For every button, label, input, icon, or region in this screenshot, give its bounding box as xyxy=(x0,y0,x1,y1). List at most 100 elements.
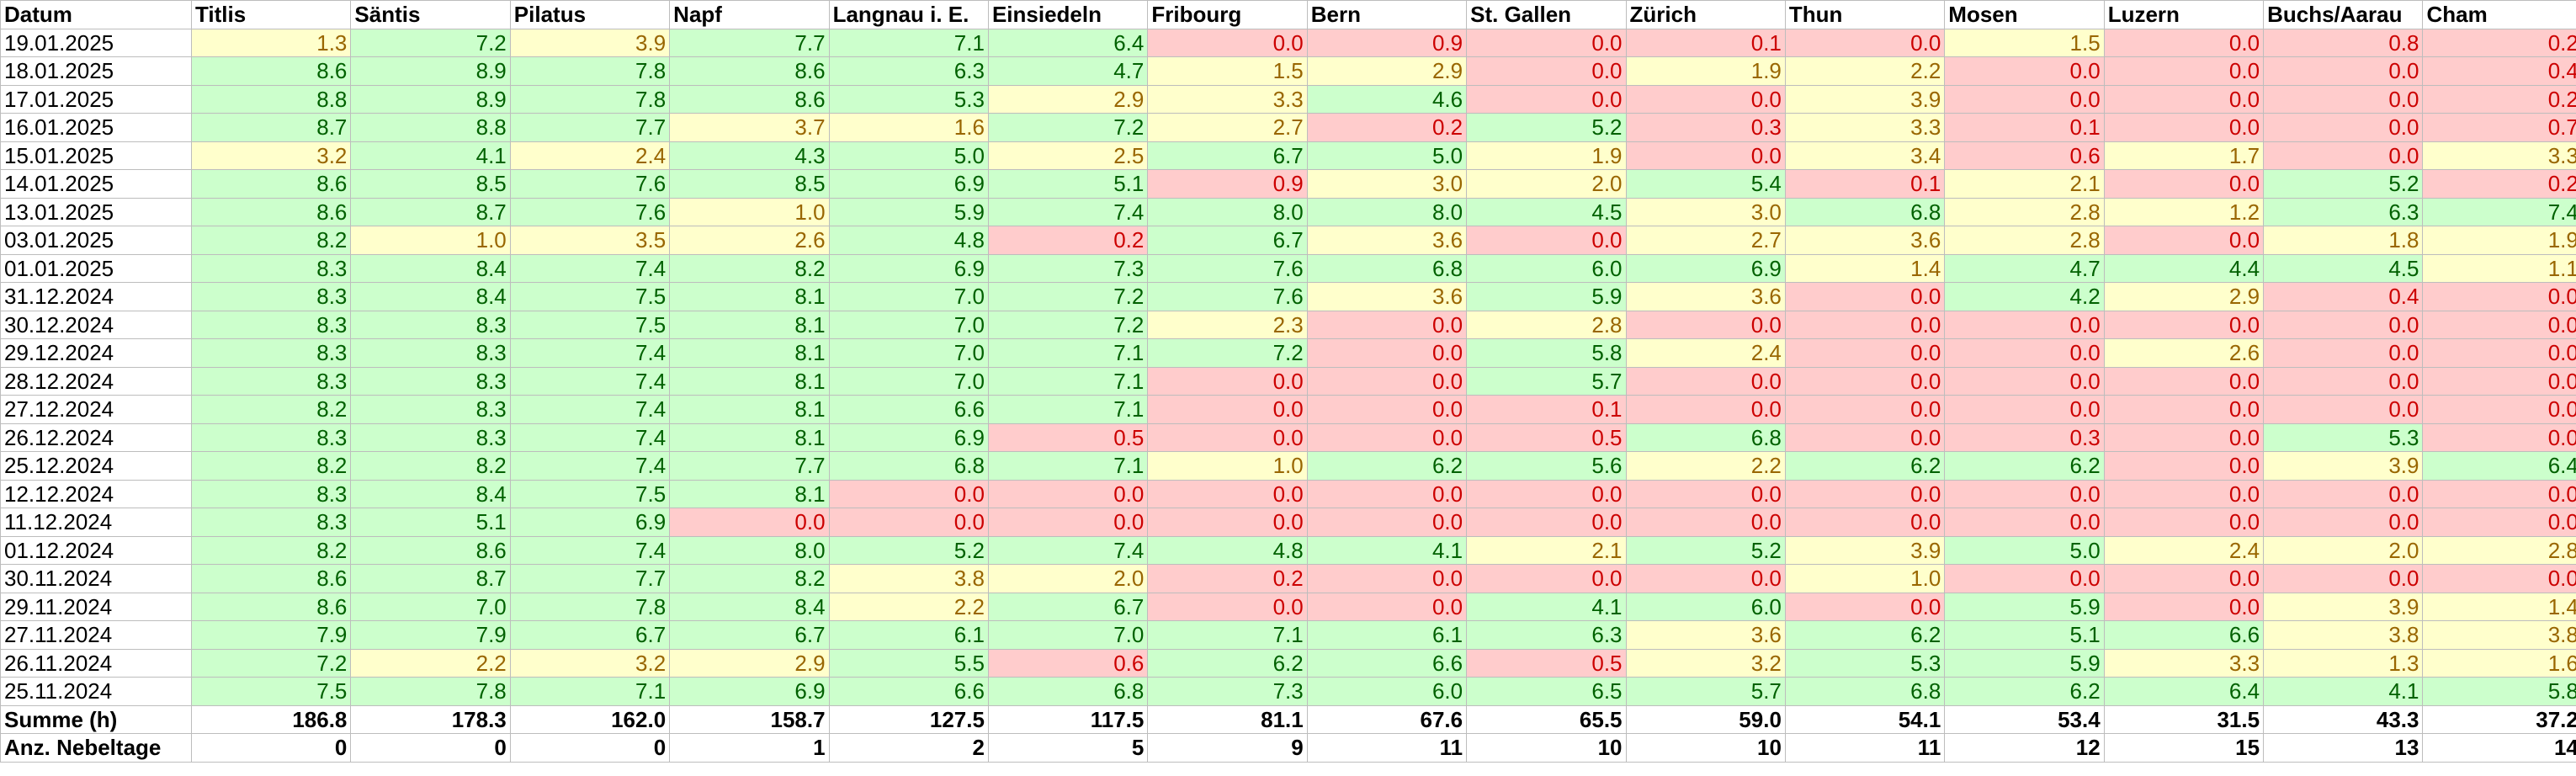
hours-cell[interactable]: 8.5 xyxy=(350,169,511,199)
hours-cell[interactable]: 0.0 xyxy=(2103,84,2265,114)
hours-cell[interactable]: 0.1 xyxy=(1625,28,1786,57)
hours-cell[interactable]: 2.9 xyxy=(1306,56,1468,86)
hours-cell[interactable]: 0.6 xyxy=(1944,141,2105,170)
hours-cell[interactable]: 1.6 xyxy=(2422,648,2576,678)
hours-cell[interactable]: 6.3 xyxy=(2263,197,2424,226)
hours-cell[interactable]: 2.8 xyxy=(1944,226,2105,255)
hours-cell[interactable]: 0.0 xyxy=(1466,28,1627,57)
hours-cell[interactable]: 8.0 xyxy=(669,535,830,565)
summary-value[interactable]: 53.4 xyxy=(1944,704,2105,734)
hours-cell[interactable]: 8.9 xyxy=(350,84,511,114)
hours-cell[interactable]: 3.8 xyxy=(2263,620,2424,650)
hours-cell[interactable]: 7.7 xyxy=(509,113,671,142)
hours-cell[interactable]: 0.0 xyxy=(2422,479,2576,508)
hours-cell[interactable]: 6.4 xyxy=(2103,677,2265,706)
hours-cell[interactable]: 0.5 xyxy=(1466,423,1627,452)
hours-cell[interactable]: 0.0 xyxy=(2103,508,2265,537)
hours-cell[interactable]: 5.1 xyxy=(987,169,1149,199)
hours-cell[interactable]: 0.0 xyxy=(2263,479,2424,508)
hours-cell[interactable]: 8.3 xyxy=(350,423,511,452)
hours-cell[interactable]: 4.5 xyxy=(1466,197,1627,226)
hours-cell[interactable]: 8.2 xyxy=(190,395,352,424)
hours-cell[interactable]: 8.1 xyxy=(669,395,830,424)
hours-cell[interactable]: 6.1 xyxy=(1306,620,1468,650)
hours-cell[interactable]: 8.1 xyxy=(669,423,830,452)
hours-cell[interactable]: 7.1 xyxy=(987,451,1149,481)
hours-cell[interactable]: 8.3 xyxy=(190,479,352,508)
hours-cell[interactable]: 8.1 xyxy=(669,310,830,339)
hours-cell[interactable]: 1.2 xyxy=(2103,197,2265,226)
hours-cell[interactable]: 3.6 xyxy=(1306,226,1468,255)
hours-cell[interactable]: 7.2 xyxy=(987,310,1149,339)
hours-cell[interactable]: 3.2 xyxy=(190,141,352,170)
hours-cell[interactable]: 2.7 xyxy=(1625,226,1786,255)
hours-cell[interactable]: 7.0 xyxy=(987,620,1149,650)
hours-cell[interactable]: 0.0 xyxy=(1306,395,1468,424)
summary-value[interactable]: 10 xyxy=(1625,733,1786,763)
header-location[interactable]: Titlis xyxy=(190,0,352,29)
summary-value[interactable]: 127.5 xyxy=(828,704,989,734)
hours-cell[interactable]: 7.4 xyxy=(509,366,671,396)
summary-value[interactable]: 1 xyxy=(669,733,830,763)
hours-cell[interactable]: 3.6 xyxy=(1625,282,1786,311)
date-cell[interactable]: 27.12.2024 xyxy=(0,395,192,424)
hours-cell[interactable]: 2.1 xyxy=(1466,535,1627,565)
header-location[interactable]: Thun xyxy=(1784,0,1946,29)
hours-cell[interactable]: 0.1 xyxy=(1466,395,1627,424)
hours-cell[interactable]: 0.0 xyxy=(1784,310,1946,339)
hours-cell[interactable]: 0.0 xyxy=(1784,592,1946,621)
hours-cell[interactable]: 5.3 xyxy=(828,84,989,114)
hours-cell[interactable]: 0.0 xyxy=(2422,395,2576,424)
date-cell[interactable]: 18.01.2025 xyxy=(0,56,192,86)
hours-cell[interactable]: 0.0 xyxy=(2263,366,2424,396)
summary-value[interactable]: 9 xyxy=(1147,733,1308,763)
hours-cell[interactable]: 2.2 xyxy=(350,648,511,678)
hours-cell[interactable]: 7.4 xyxy=(987,535,1149,565)
hours-cell[interactable]: 6.7 xyxy=(987,592,1149,621)
hours-cell[interactable]: 0.5 xyxy=(987,423,1149,452)
hours-cell[interactable]: 3.2 xyxy=(1625,648,1786,678)
summary-value[interactable]: 178.3 xyxy=(350,704,511,734)
hours-cell[interactable]: 0.0 xyxy=(1625,479,1786,508)
hours-cell[interactable]: 0.0 xyxy=(1944,564,2105,593)
hours-cell[interactable]: 8.2 xyxy=(190,226,352,255)
hours-cell[interactable]: 3.7 xyxy=(669,113,830,142)
hours-cell[interactable]: 7.6 xyxy=(509,197,671,226)
hours-cell[interactable]: 7.1 xyxy=(987,395,1149,424)
date-cell[interactable]: 25.12.2024 xyxy=(0,451,192,481)
hours-cell[interactable]: 4.6 xyxy=(1306,84,1468,114)
hours-cell[interactable]: 7.4 xyxy=(509,395,671,424)
hours-cell[interactable]: 0.0 xyxy=(2103,451,2265,481)
hours-cell[interactable]: 8.6 xyxy=(190,197,352,226)
hours-cell[interactable]: 8.1 xyxy=(669,282,830,311)
summary-value[interactable]: 11 xyxy=(1306,733,1468,763)
hours-cell[interactable]: 5.0 xyxy=(828,141,989,170)
hours-cell[interactable]: 6.0 xyxy=(1306,677,1468,706)
hours-cell[interactable]: 0.0 xyxy=(987,508,1149,537)
summary-value[interactable]: 59.0 xyxy=(1625,704,1786,734)
summary-value[interactable]: 186.8 xyxy=(190,704,352,734)
hours-cell[interactable]: 0.2 xyxy=(987,226,1149,255)
hours-cell[interactable]: 2.0 xyxy=(2263,535,2424,565)
hours-cell[interactable]: 7.2 xyxy=(987,113,1149,142)
hours-cell[interactable]: 4.8 xyxy=(828,226,989,255)
hours-cell[interactable]: 3.2 xyxy=(509,648,671,678)
hours-cell[interactable]: 3.8 xyxy=(828,564,989,593)
hours-cell[interactable]: 0.4 xyxy=(2263,282,2424,311)
hours-cell[interactable]: 0.0 xyxy=(1625,310,1786,339)
hours-cell[interactable]: 8.3 xyxy=(190,423,352,452)
hours-cell[interactable]: 0.0 xyxy=(1784,28,1946,57)
date-cell[interactable]: 28.12.2024 xyxy=(0,366,192,396)
hours-cell[interactable]: 5.9 xyxy=(1466,282,1627,311)
hours-cell[interactable]: 0.0 xyxy=(2263,508,2424,537)
header-location[interactable]: St. Gallen xyxy=(1466,0,1627,29)
hours-cell[interactable]: 8.5 xyxy=(669,169,830,199)
hours-cell[interactable]: 7.4 xyxy=(2422,197,2576,226)
hours-cell[interactable]: 0.0 xyxy=(1147,28,1308,57)
hours-cell[interactable]: 7.6 xyxy=(1147,253,1308,283)
hours-cell[interactable]: 7.9 xyxy=(190,620,352,650)
date-cell[interactable]: 27.11.2024 xyxy=(0,620,192,650)
hours-cell[interactable]: 7.4 xyxy=(509,423,671,452)
hours-cell[interactable]: 6.9 xyxy=(1625,253,1786,283)
hours-cell[interactable]: 7.9 xyxy=(350,620,511,650)
